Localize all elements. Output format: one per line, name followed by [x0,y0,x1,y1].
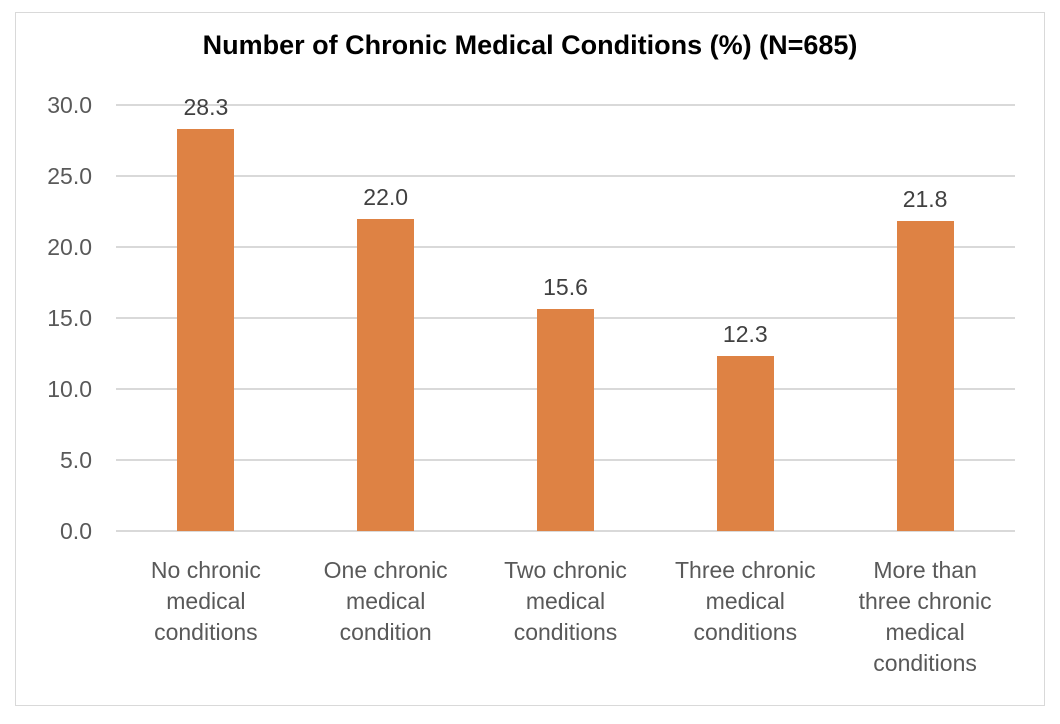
x-axis-category-label-line: More than [873,557,977,583]
bar [357,218,415,531]
y-axis-tick-label: 15.0 [47,305,92,331]
gridline [116,104,1015,106]
x-axis-line [116,530,1015,532]
gridline [116,175,1015,177]
x-axis-category-label-line: Three chronic [674,557,816,583]
x-axis-category-label: More than three chronic medical conditions [835,555,1015,679]
x-axis-category-label-line: medical [885,619,965,645]
y-axis-tick-label: 25.0 [47,163,92,189]
y-axis-tick-label: 0.0 [60,518,92,544]
y-axis-tick-label: 30.0 [47,92,92,118]
gridline [116,246,1015,248]
bar [177,129,235,531]
x-axis-category-label-line: No chronic [150,557,261,583]
y-axis-tick-label: 20.0 [47,234,92,260]
x-axis-category-label-line: medical [346,588,426,614]
x-axis-category-label-line: medical [166,588,246,614]
bar-data-label: 22.0 [363,183,409,210]
bar-data-label: 21.8 [902,186,948,213]
bar-data-label: 15.6 [543,274,588,301]
bar-data-label: 12.3 [722,321,768,348]
x-axis-category-label-line: medical [525,588,606,614]
x-axis-category-label-line: three chronic [858,588,992,614]
x-axis-category-label: Two chronic medical conditions [476,555,656,648]
bar-data-label: 28.3 [183,94,229,121]
x-axis-category-label: One chronic medical condition [296,555,476,648]
bar [716,356,774,531]
x-axis-category-label-line: conditions [513,619,618,645]
bar [537,309,594,531]
y-axis-tick-label: 5.0 [60,447,92,473]
y-axis-tick-label: 10.0 [47,376,92,402]
x-axis-category-label-line: condition [339,619,432,645]
bar [896,221,954,531]
x-axis-category-label-line: Two chronic [504,557,627,583]
chart-title: Number of Chronic Medical Conditions (%)… [202,30,858,60]
x-axis-category-label-line: conditions [873,650,977,676]
x-axis-category-label: Three chronic medical conditions [655,555,835,648]
x-axis-category-label-line: conditions [154,619,258,645]
x-axis-category-label-line: One chronic [323,557,448,583]
x-axis-category-label-line: conditions [693,619,798,645]
x-axis-category-label-line: medical [705,588,785,614]
x-axis-category-label: No chronic medical conditions [116,555,296,648]
